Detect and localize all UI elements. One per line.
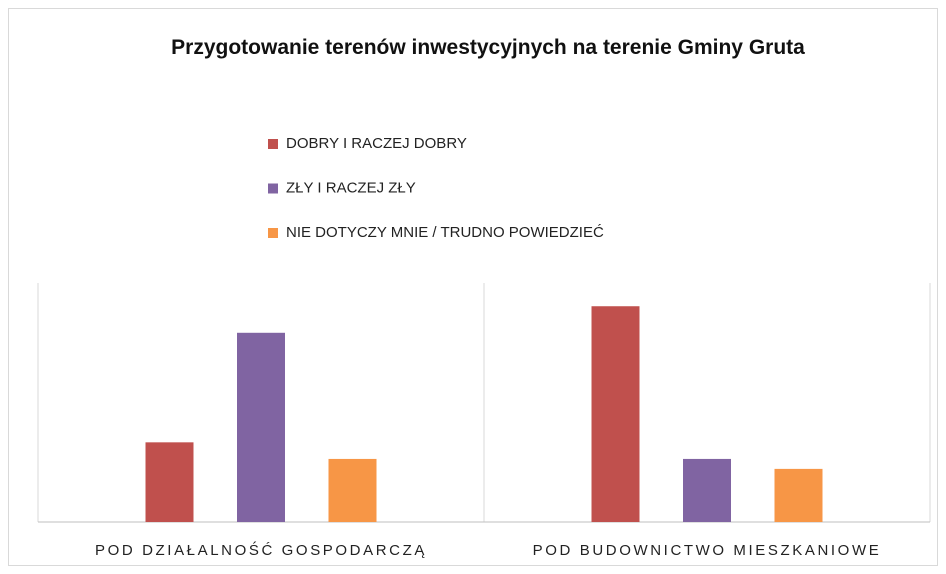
legend-label: NIE DOTYCZY MNIE / TRUDNO POWIEDZIEĆ bbox=[286, 224, 604, 241]
x-tick-label: POD BUDOWNICTWO MIESZKANIOWE bbox=[533, 542, 882, 559]
bar bbox=[328, 458, 377, 522]
bar bbox=[237, 332, 285, 522]
bar bbox=[591, 306, 640, 522]
chart-border bbox=[8, 8, 938, 566]
legend-swatch bbox=[268, 183, 278, 194]
x-tick-label: POD DZIAŁALNOŚĆ GOSPODARCZĄ bbox=[95, 541, 427, 559]
chart-title: Przygotowanie terenów inwestycyjnych na … bbox=[171, 36, 805, 59]
legend-swatch bbox=[268, 139, 278, 149]
bar bbox=[683, 458, 731, 522]
bar bbox=[145, 442, 194, 522]
legend-label: ZŁY I RACZEJ ZŁY bbox=[286, 179, 416, 196]
legend-label: DOBRY I RACZEJ DOBRY bbox=[286, 135, 467, 152]
legend-swatch bbox=[268, 228, 278, 238]
bar bbox=[774, 468, 823, 522]
